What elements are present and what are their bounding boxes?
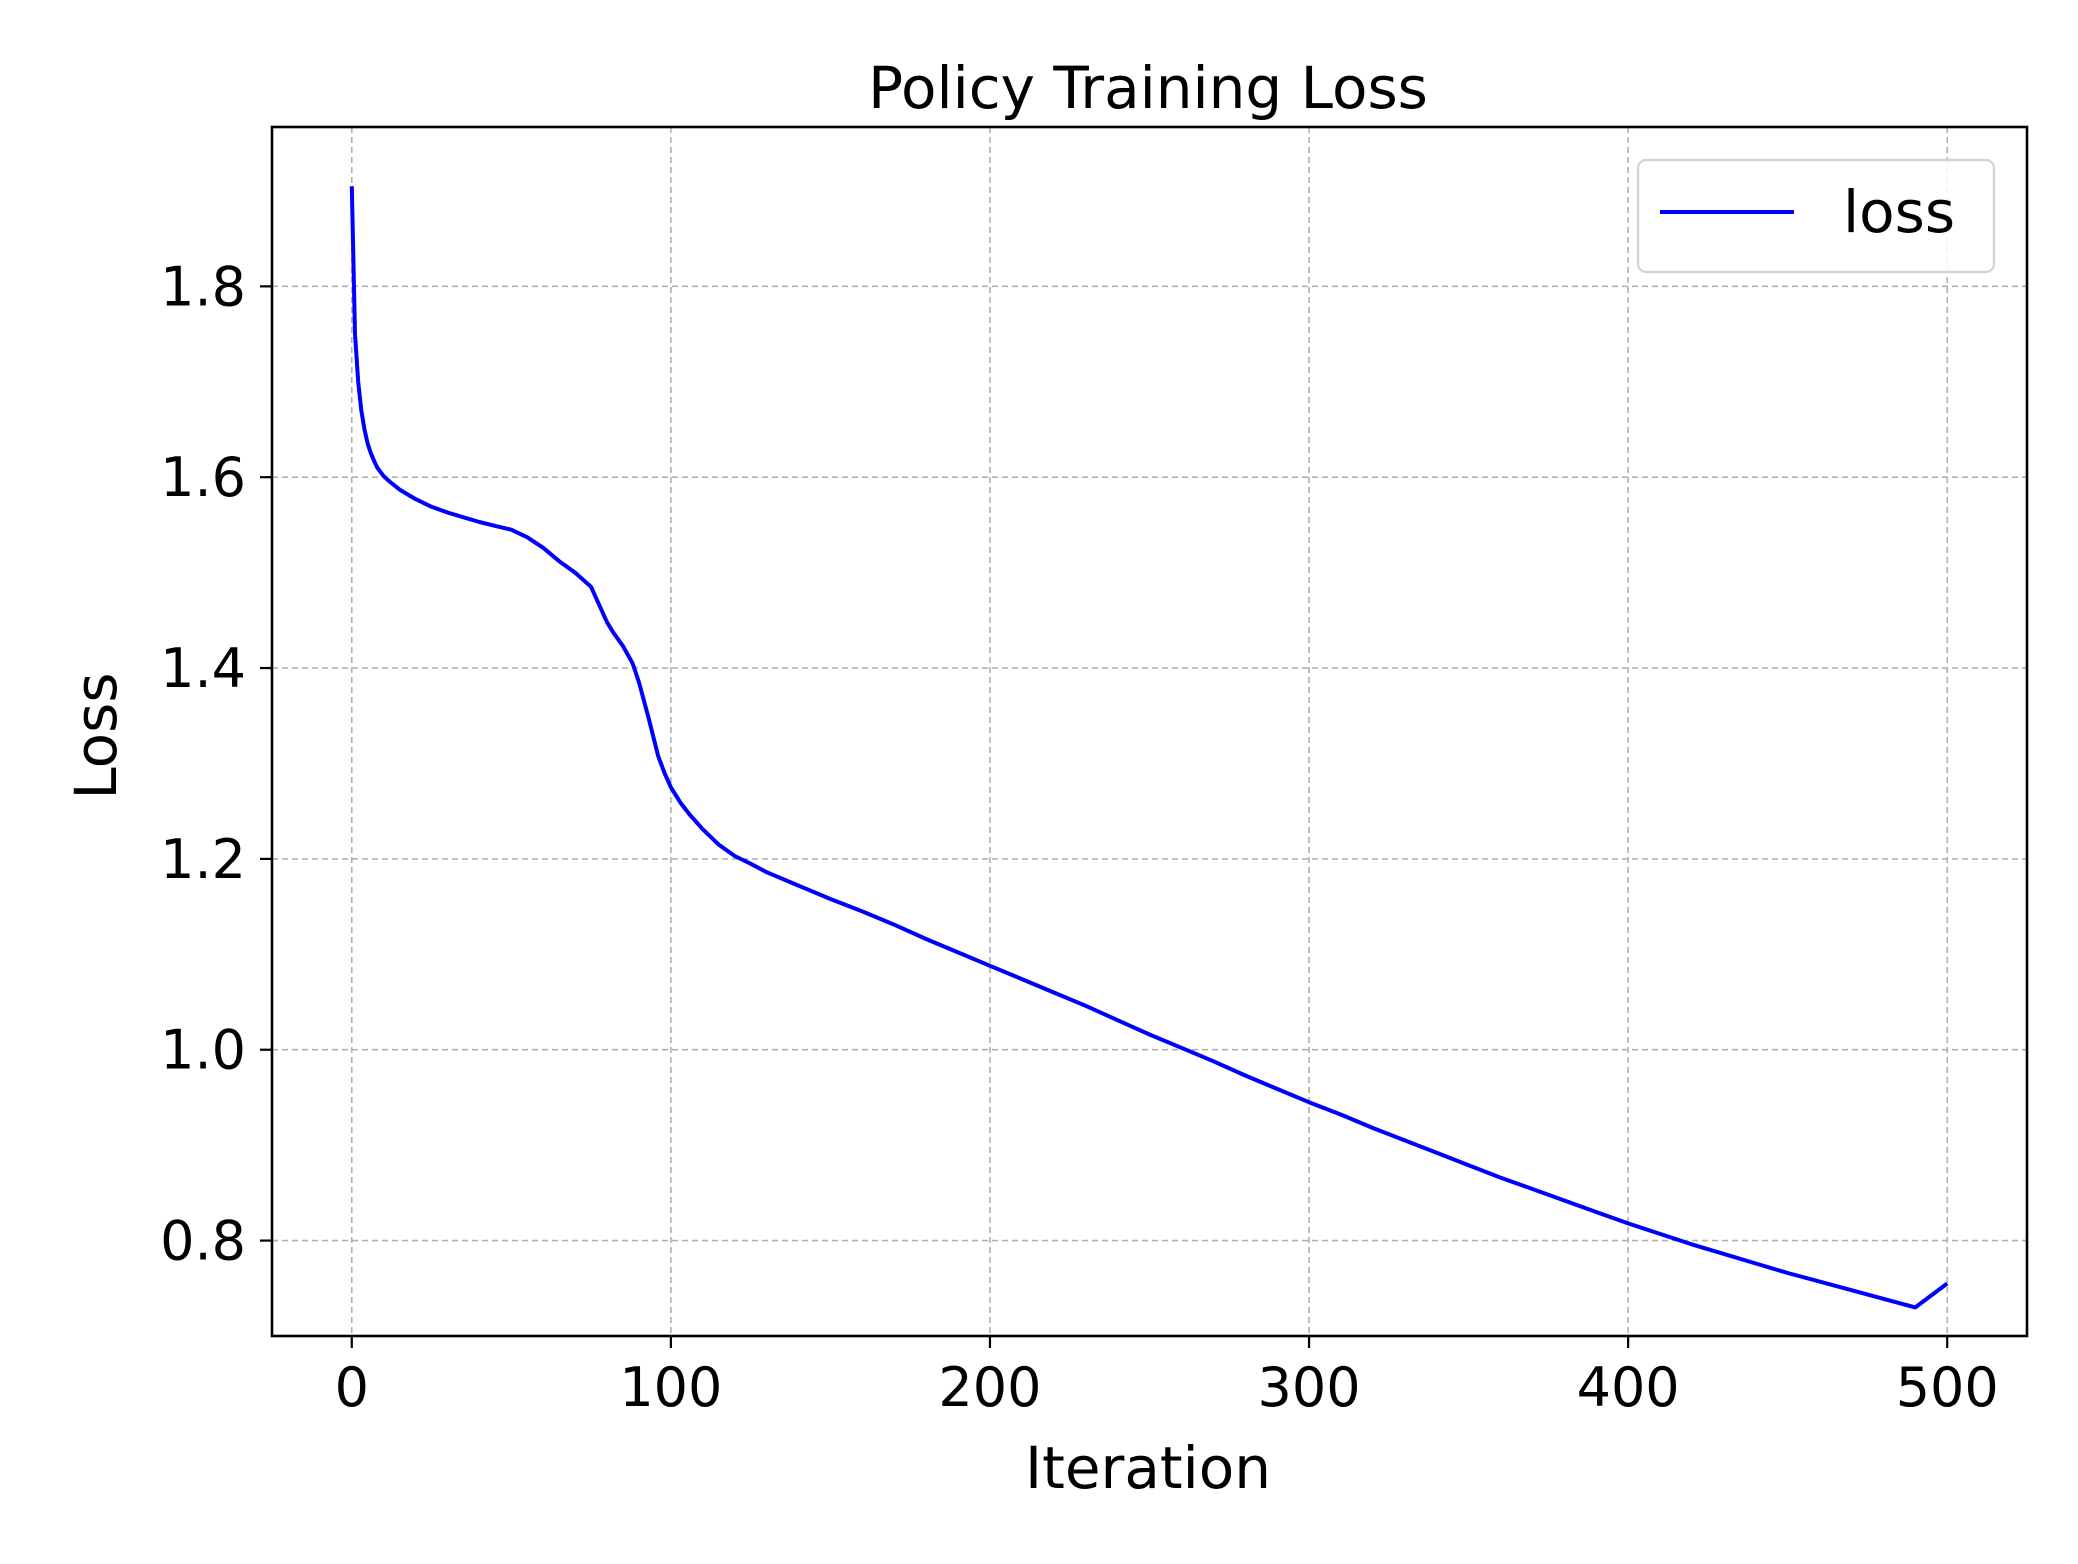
x-tick-label: 300	[1258, 1356, 1361, 1419]
y-tick-label: 1.0	[160, 1019, 246, 1082]
y-tick-label: 1.6	[160, 446, 246, 509]
series-line-loss	[349, 186, 1949, 1310]
y-axis-ticks: 0.8 1.0 1.2 1.4 1.6 1.8	[160, 255, 272, 1273]
chart-title: Policy Training Loss	[868, 54, 1428, 122]
y-tick-label: 1.2	[160, 828, 246, 891]
plot-frame	[270, 125, 2029, 1338]
grid-lines	[272, 127, 2027, 1336]
y-tick-label: 1.4	[160, 637, 246, 700]
x-tick-label: 400	[1577, 1356, 1680, 1419]
series-layer	[349, 186, 1949, 1310]
y-tick-label: 1.8	[160, 255, 246, 318]
y-axis-title: Loss	[62, 672, 130, 799]
x-axis-title: Iteration	[1025, 1434, 1271, 1502]
y-tick-label: 0.8	[160, 1210, 246, 1273]
x-tick-label: 0	[335, 1356, 369, 1419]
x-tick-label: 200	[938, 1356, 1041, 1419]
x-tick-label: 100	[619, 1356, 722, 1419]
legend: loss	[1636, 158, 1996, 274]
legend-label-loss: loss	[1843, 178, 1955, 246]
legend-box	[1636, 158, 1996, 274]
x-tick-label: 500	[1896, 1356, 1999, 1419]
x-axis-ticks: 0 100 200 300 400 500	[335, 1336, 1999, 1419]
